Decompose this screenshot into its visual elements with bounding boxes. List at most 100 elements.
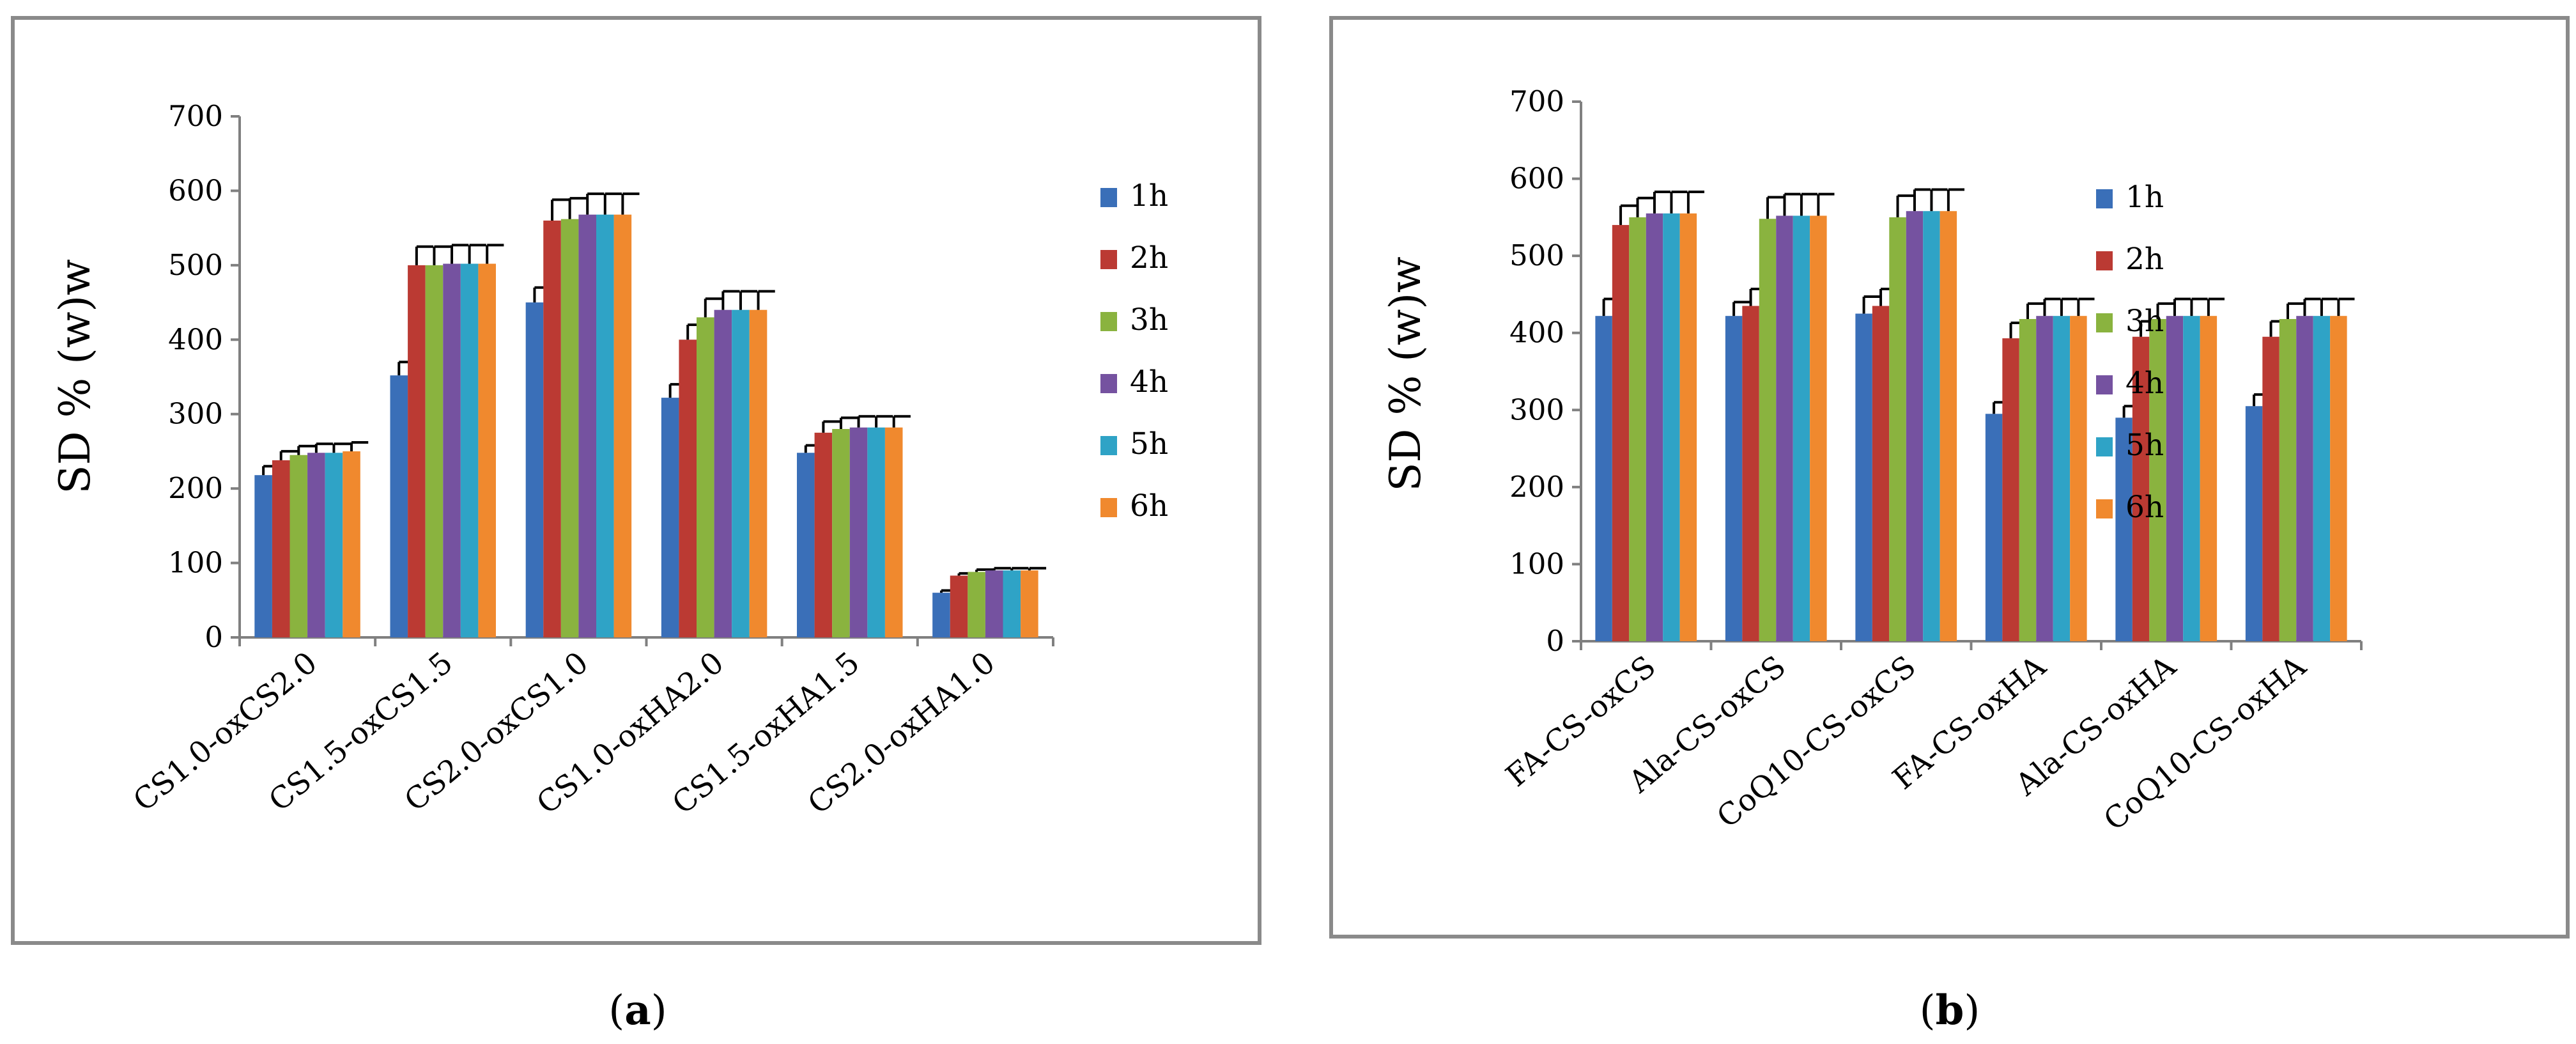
panel-a-bar <box>460 263 479 637</box>
panel-a-legend-swatch <box>1100 374 1117 393</box>
panel-b-caption: (b) <box>1920 986 1980 1034</box>
panel-b-bar <box>2313 316 2331 641</box>
panel-a-bar <box>1021 570 1038 637</box>
panel-a-legend-label: 5h <box>1130 426 1168 462</box>
panel-a-y-tick-label: 700 <box>168 99 223 133</box>
panel-b-legend-swatch <box>2096 189 2113 208</box>
panel-a-bar <box>478 263 496 637</box>
panel-b-bar <box>1612 224 1630 641</box>
panel-a-bar <box>968 572 985 637</box>
panel-a-legend-swatch <box>1100 250 1117 269</box>
panel-b-bar <box>2070 316 2087 641</box>
panel-a-bar <box>661 398 679 637</box>
panel-b-y-tick-label: 200 <box>1509 470 1564 504</box>
panel-b-y-tick-label: 600 <box>1509 162 1564 196</box>
panel-a-y-tick-label: 100 <box>168 546 223 580</box>
panel-b-bar <box>1595 316 1612 641</box>
panel-b-bar <box>1725 316 1743 641</box>
panel-b-legend-label: 5h <box>2125 428 2164 463</box>
panel-a-y-tick-label: 300 <box>168 397 223 431</box>
panel-b-bar <box>2245 406 2263 641</box>
panel-b-bar <box>2149 319 2166 641</box>
panel-b-bar <box>1793 215 1810 642</box>
panel-a-bar <box>697 317 714 637</box>
panel-a-bar <box>749 309 767 637</box>
panel-a-frame <box>11 16 1261 945</box>
panel-a-bar <box>884 427 903 637</box>
panel-b-bar <box>2330 316 2347 641</box>
panel-a-legend-swatch <box>1100 498 1117 517</box>
panel-a-y-tick-label: 0 <box>204 620 223 654</box>
panel-a-y-tick-label: 400 <box>168 322 223 356</box>
panel-a-legend-label: 4h <box>1130 364 1168 400</box>
panel-a-y-tick-label: 200 <box>168 471 223 505</box>
panel-b-bar <box>2053 316 2071 641</box>
panel-b-legend-swatch <box>2096 375 2113 394</box>
panel-b-bar <box>1776 215 1793 642</box>
panel-a-legend-swatch <box>1100 436 1117 455</box>
panel-a-y-tick-label: 500 <box>168 248 223 282</box>
panel-b-y-tick-label: 700 <box>1509 84 1564 118</box>
panel-b-y-tick-label: 0 <box>1546 624 1564 658</box>
panel-b-legend-label: 2h <box>2125 242 2164 277</box>
panel-a-y-axis-title: SD % (w)w <box>50 259 100 494</box>
panel-a-bar <box>578 214 596 638</box>
panel-b-legend-label: 3h <box>2125 304 2164 339</box>
panel-b-y-tick-label: 400 <box>1509 316 1564 350</box>
panel-a-legend-label: 3h <box>1130 302 1168 338</box>
panel-b-legend-swatch <box>2096 251 2113 270</box>
panel-a-bar <box>814 432 833 637</box>
panel-b-legend-swatch <box>2096 499 2113 518</box>
panel-a-bar <box>272 460 290 637</box>
panel-a-bar <box>543 221 561 637</box>
panel-b-bar <box>1646 213 1663 641</box>
panel-b-bar <box>1889 217 1906 641</box>
panel-a-bar <box>714 309 732 637</box>
panel-b-bar <box>1985 414 2003 641</box>
panel-a-bar <box>408 265 426 637</box>
panel-b-bar <box>1923 211 1940 641</box>
panel-b-bar <box>1679 213 1697 641</box>
panel-a-bar <box>596 214 614 638</box>
panel-b-bar <box>1940 211 1957 641</box>
panel-b-bar <box>1759 219 1777 642</box>
panel-a-bar <box>390 375 408 637</box>
panel-a-legend-label: 6h <box>1130 488 1168 524</box>
panel-b-y-axis-title: SD % (w)w <box>1381 256 1430 491</box>
panel-b-bar <box>1810 215 1827 642</box>
panel-b-bar <box>2115 417 2133 641</box>
panel-b-legend-swatch <box>2096 437 2113 456</box>
panel-a-bar <box>325 453 343 637</box>
panel-b-bar <box>2296 316 2313 641</box>
panel-a-y-tick-label: 600 <box>168 173 223 207</box>
panel-b-bar <box>2166 316 2184 641</box>
panel-a-bar <box>613 214 632 638</box>
panel-b-y-tick-label: 300 <box>1509 393 1564 426</box>
panel-a-legend-label: 1h <box>1130 178 1168 214</box>
panel-b-bar <box>2200 316 2217 641</box>
panel-a-bar <box>254 475 272 637</box>
panel-a-bar <box>732 309 750 637</box>
panel-b-bar <box>1742 306 1759 641</box>
panel-a-bar <box>679 339 697 637</box>
panel-a-bar <box>1003 570 1021 637</box>
panel-b-legend-label: 1h <box>2125 180 2164 215</box>
panel-b-legend-label: 4h <box>2125 366 2164 401</box>
panel-b-bar <box>2183 316 2200 641</box>
panel-a-bar <box>343 451 360 637</box>
panel-b-bar <box>1663 213 1680 641</box>
panel-b-bar <box>2036 316 2053 641</box>
panel-a-bar <box>425 265 443 637</box>
panel-a-legend-swatch <box>1100 312 1117 331</box>
panel-b-y-tick-label: 500 <box>1509 238 1564 272</box>
panel-a-bar <box>950 575 968 637</box>
panel-b-bar <box>1906 211 1924 641</box>
panel-a-bar <box>849 427 868 637</box>
panel-b-y-tick-label: 100 <box>1509 547 1564 580</box>
panel-a-bar <box>443 263 461 637</box>
panel-b-bar <box>1855 313 1872 642</box>
panel-b-bar <box>2019 319 2037 641</box>
panel-a-caption: (a) <box>608 986 667 1034</box>
panel-b-legend-swatch <box>2096 313 2113 332</box>
